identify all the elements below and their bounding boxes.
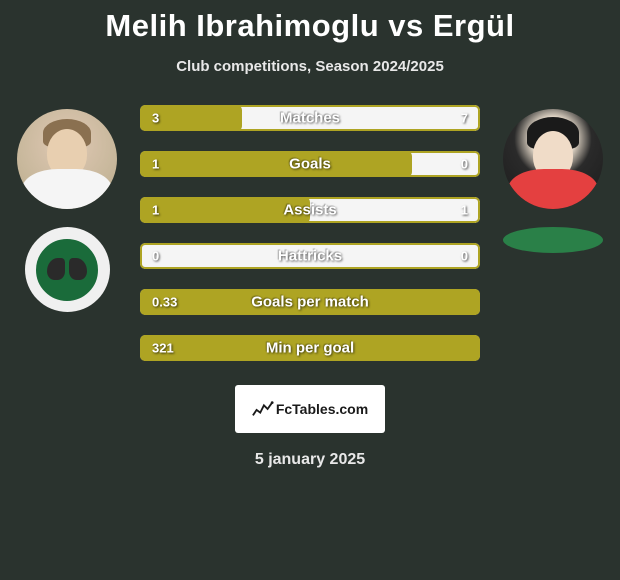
stat-label: Matches bbox=[280, 110, 340, 127]
fctables-logo-icon bbox=[252, 401, 274, 417]
left-player-column bbox=[12, 105, 122, 312]
stat-value-left: 0.33 bbox=[152, 295, 177, 310]
stat-value-right: 7 bbox=[461, 111, 468, 126]
stat-label: Assists bbox=[283, 202, 336, 219]
bar-left-fill bbox=[140, 151, 412, 177]
player-left-club-logo bbox=[25, 227, 110, 312]
stat-value-left: 0 bbox=[152, 249, 159, 264]
stat-value-left: 1 bbox=[152, 203, 159, 218]
brand-badge: FcTables.com bbox=[235, 385, 385, 433]
stat-row: 1 Assists 1 bbox=[140, 197, 480, 223]
comparison-card: Melih Ibrahimoglu vs Ergül Club competit… bbox=[0, 0, 620, 580]
subtitle: Club competitions, Season 2024/2025 bbox=[176, 58, 444, 75]
stat-label: Goals per match bbox=[251, 294, 369, 311]
player-left-avatar bbox=[17, 109, 117, 209]
bar-right-fill bbox=[242, 105, 480, 131]
player-right-avatar bbox=[503, 109, 603, 209]
stat-value-left: 321 bbox=[152, 341, 174, 356]
club-logo-inner bbox=[32, 235, 102, 305]
stat-row: 0.33 Goals per match bbox=[140, 289, 480, 315]
stat-label: Min per goal bbox=[266, 340, 354, 357]
avatar-body bbox=[508, 169, 598, 209]
stat-row: 0 Hattricks 0 bbox=[140, 243, 480, 269]
stat-bars: 3 Matches 7 1 Goals 0 1 Assists 1 0 Hattricks 0 0.33… bbox=[140, 105, 480, 361]
brand-text: FcTables.com bbox=[276, 401, 368, 417]
stat-value-right: 0 bbox=[461, 249, 468, 264]
stat-value-left: 3 bbox=[152, 111, 159, 126]
stat-value-left: 1 bbox=[152, 157, 159, 172]
stat-row: 321 Min per goal bbox=[140, 335, 480, 361]
stat-label: Hattricks bbox=[278, 248, 342, 265]
stat-value-right: 0 bbox=[461, 157, 468, 172]
player-right-club-logo bbox=[503, 227, 603, 253]
avatar-body bbox=[22, 169, 112, 209]
stat-value-right: 1 bbox=[461, 203, 468, 218]
stats-area: 3 Matches 7 1 Goals 0 1 Assists 1 0 Hattricks 0 0.33… bbox=[0, 105, 620, 361]
stat-row: 3 Matches 7 bbox=[140, 105, 480, 131]
stat-label: Goals bbox=[289, 156, 331, 173]
club-eagle-icon bbox=[45, 256, 89, 284]
right-player-column bbox=[498, 105, 608, 253]
page-title: Melih Ibrahimoglu vs Ergül bbox=[105, 8, 514, 44]
date-text: 5 january 2025 bbox=[255, 451, 365, 469]
stat-row: 1 Goals 0 bbox=[140, 151, 480, 177]
